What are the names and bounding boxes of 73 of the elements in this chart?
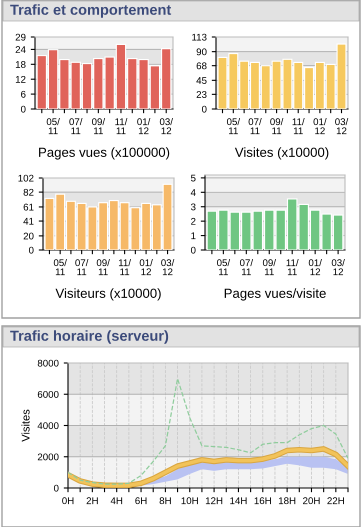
y-tick-label: 102 — [18, 174, 34, 182]
x-tick-label: 03/ 12 — [335, 118, 348, 134]
y-tick-label: 4 — [190, 189, 196, 196]
y-tick-label: 82 — [24, 188, 34, 196]
x-tick-label: 05/ 11 — [54, 259, 67, 276]
x-tick-label: 6H — [135, 497, 146, 504]
y-axis-title: Visites — [21, 410, 30, 442]
y-tick-label: 1 — [191, 232, 196, 240]
x-tick-label: 20H — [303, 497, 320, 504]
x-tick-label: 11/ 11 — [286, 259, 299, 276]
x-tick-label: 18H — [278, 497, 296, 504]
y-tick-label: 6000 — [38, 390, 59, 398]
y-tick-label: 6 — [21, 90, 26, 98]
x-tick-label: 11/ 11 — [115, 118, 128, 134]
x-tick-label: 07/ 11 — [240, 259, 254, 276]
x-tick-label: 01/ 12 — [137, 118, 150, 134]
y-tick-label: 68 — [196, 62, 207, 70]
y-tick-label: 8000 — [38, 360, 59, 367]
x-tick-label: 05/ 11 — [46, 118, 60, 134]
y-tick-label: 41 — [23, 218, 34, 225]
x-tick-label: 03/ 12 — [332, 259, 345, 276]
chart-title: Trafic et comportement — [10, 4, 172, 18]
x-tick-label: 01/ 12 — [140, 259, 153, 276]
x-tick-label: 11/ 11 — [292, 118, 305, 134]
x-axis-title: Visiteurs (x10000) — [56, 288, 161, 301]
x-tick-label: 22H — [327, 497, 344, 504]
y-tick-label: 3 — [190, 203, 196, 210]
x-tick-label: 09/ 11 — [96, 259, 110, 276]
x-tick-label: 07/ 11 — [248, 118, 262, 134]
y-tick-label: 0 — [202, 106, 207, 113]
y-tick-label: 24 — [16, 46, 26, 53]
x-tick-label: 05/ 11 — [226, 118, 240, 134]
y-tick-label: 18 — [16, 61, 26, 68]
x-tick-label: 07/ 11 — [75, 259, 88, 276]
y-tick-label: 61 — [24, 204, 34, 211]
x-tick-label: 03/ 12 — [161, 259, 174, 276]
x-tick-label: 05/ 11 — [216, 259, 230, 276]
x-tick-label: 8H — [160, 497, 171, 504]
y-tick-label: 0 — [190, 246, 196, 254]
x-tick-label: 16H — [254, 497, 271, 504]
y-tick-label: 0 — [20, 106, 26, 113]
x-tick-label: 14H — [230, 497, 247, 504]
x-tick-label: 12H — [206, 497, 222, 504]
x-tick-label: 4H — [110, 497, 122, 504]
y-tick-label: 5 — [190, 174, 196, 182]
x-axis-title: Visites (x10000) — [234, 147, 328, 160]
y-tick-label: 23 — [196, 91, 207, 98]
y-tick-label: 2000 — [38, 453, 59, 460]
x-tick-label: 09/ 11 — [262, 259, 276, 276]
y-tick-label: 2 — [191, 218, 196, 225]
y-tick-label: 0 — [28, 246, 34, 254]
y-tick-label: 113 — [192, 34, 207, 41]
y-tick-label: 0 — [54, 484, 59, 492]
x-tick-label: 09/ 11 — [92, 118, 106, 134]
x-tick-label: 09/ 11 — [270, 118, 284, 134]
x-tick-label: 03/ 12 — [160, 118, 173, 134]
x-tick-label: 07/ 11 — [69, 118, 82, 134]
y-tick-label: 12 — [16, 76, 26, 83]
x-axis-title: Pages vues (x100000) — [39, 147, 170, 160]
x-tick-label: 0H — [62, 497, 74, 504]
y-tick-label: 90 — [196, 48, 207, 56]
x-tick-label: 2H — [86, 497, 98, 504]
x-tick-label: 01/ 12 — [313, 118, 327, 134]
x-axis-title: Pages vues/visite — [224, 288, 326, 301]
y-tick-label: 4000 — [38, 422, 59, 430]
x-tick-label: 11/ 11 — [118, 259, 132, 276]
y-tick-label: 45 — [196, 77, 207, 84]
y-tick-label: 20 — [24, 232, 34, 240]
chart-title: Trafic horaire (serveur) — [10, 330, 168, 344]
x-tick-label: 01/ 12 — [308, 259, 322, 276]
x-tick-label: 10H — [182, 497, 198, 504]
y-tick-label: 29 — [16, 34, 26, 41]
line-series — [68, 378, 348, 485]
